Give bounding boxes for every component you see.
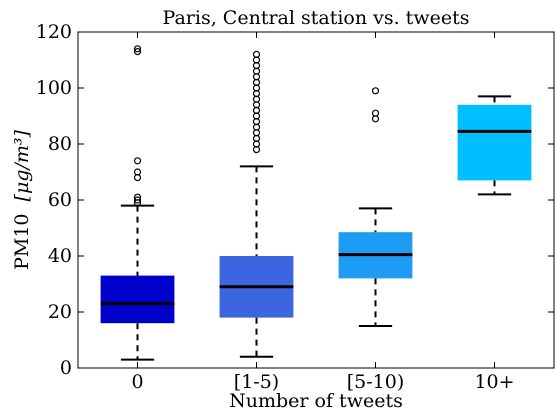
y-axis-title: PM10 [μg/m³] (11, 129, 33, 269)
box-series (100, 45, 532, 361)
x-tick-label: [5-10) (347, 371, 405, 393)
y-tick-label: 20 (48, 301, 72, 323)
box-3 (457, 95, 532, 196)
outlier-point (133, 168, 142, 176)
box-2 (338, 87, 413, 327)
outlier-point (133, 193, 142, 201)
outlier-point (371, 109, 380, 117)
box-0 (100, 45, 175, 361)
y-tick-label: 40 (48, 245, 72, 267)
y-tick-label: 80 (48, 133, 72, 155)
x-tick-label: 0 (131, 371, 143, 393)
y-tick-label: 120 (36, 21, 72, 43)
iqr-box (100, 275, 175, 324)
y-axis-title-main: PM10 (11, 214, 33, 270)
outlier-point (252, 50, 261, 59)
box-1 (219, 50, 294, 358)
y-tick-label: 100 (36, 77, 72, 99)
outlier-point (133, 45, 142, 53)
outlier-point (133, 47, 142, 56)
chart-title: Paris, Central station vs. tweets (163, 7, 470, 29)
x-tick-label: [1-5) (234, 371, 279, 393)
outlier-point (133, 157, 142, 165)
y-tick-label: 0 (60, 357, 72, 379)
x-axis-title: Number of tweets (229, 390, 403, 412)
y-tick-label: 60 (48, 189, 72, 211)
x-tick-label: 10+ (474, 371, 514, 393)
y-axis-title-unit: [μg/m³] (11, 129, 33, 201)
x-axis: 0 [1-5) [5-10) 10+ (131, 32, 515, 393)
iqr-box (457, 104, 532, 181)
y-axis: 0 20 40 60 80 100 120 (36, 21, 554, 379)
outlier-point (133, 196, 142, 204)
outlier-point (371, 87, 380, 95)
